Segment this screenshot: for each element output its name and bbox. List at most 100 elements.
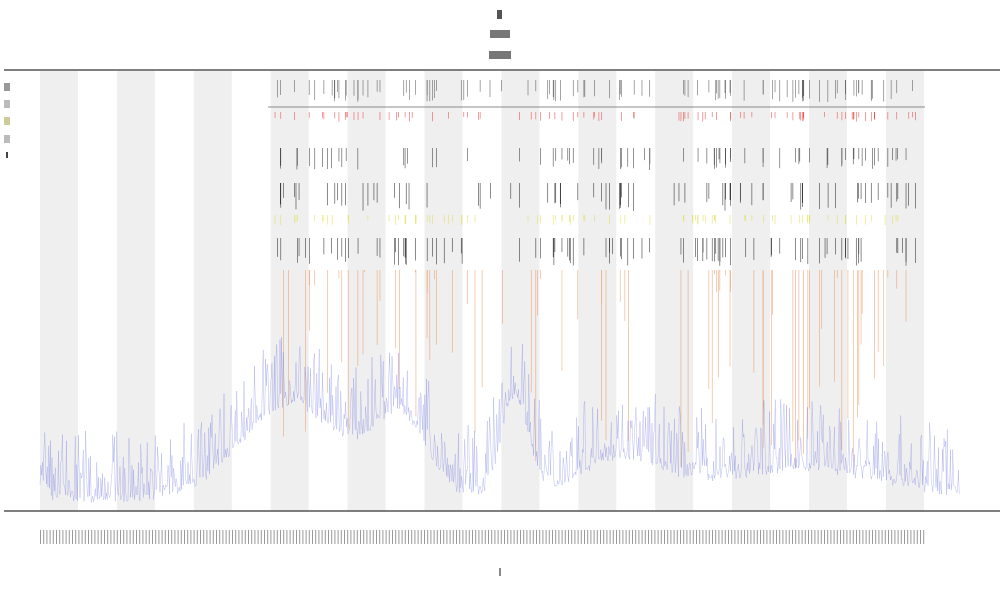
tick-glyph	[478, 530, 480, 544]
tick-glyph	[920, 530, 921, 544]
tick-glyph	[75, 530, 77, 544]
tick-glyph	[72, 530, 73, 544]
tick-glyph	[734, 530, 736, 544]
tick-glyph	[244, 530, 246, 544]
tick-glyph	[116, 530, 118, 544]
tick-glyph	[577, 530, 579, 544]
tick-glyph	[46, 530, 48, 544]
tick-glyph	[680, 530, 681, 544]
tick-glyph	[507, 530, 509, 544]
x-axis-glyph	[499, 568, 501, 576]
tick-glyph	[737, 530, 739, 544]
tick-glyph	[504, 530, 505, 544]
tick-glyph	[340, 530, 342, 544]
feature-tracks	[274, 80, 916, 468]
stripe	[40, 71, 78, 511]
tick-glyph	[904, 530, 905, 544]
tick-glyph	[817, 530, 819, 544]
tick-glyph	[232, 530, 233, 544]
tick-glyph	[696, 530, 697, 544]
tick-glyph	[552, 530, 553, 544]
tick-glyph	[344, 530, 345, 544]
axis-tick-row	[40, 530, 925, 544]
tick-glyph	[379, 530, 381, 544]
tick-glyph	[430, 530, 432, 544]
tick-glyph	[110, 530, 112, 544]
tick-glyph	[56, 530, 57, 544]
tick-glyph	[574, 530, 576, 544]
tick-glyph	[123, 530, 125, 544]
tick-glyph	[596, 530, 598, 544]
tick-glyph	[164, 530, 166, 544]
signal-trace	[39, 337, 961, 503]
tick-glyph	[219, 530, 221, 544]
tick-glyph	[811, 530, 813, 544]
tick-glyph	[804, 530, 806, 544]
tick-glyph	[664, 530, 665, 544]
tick-glyph	[724, 530, 726, 544]
tick-glyph	[820, 530, 822, 544]
tick-glyph	[667, 530, 669, 544]
stripe	[424, 71, 463, 511]
tick-glyph	[158, 530, 160, 544]
tick-glyph	[267, 530, 269, 544]
tick-glyph	[251, 530, 253, 544]
tick-glyph	[104, 530, 105, 544]
tick-glyph	[248, 530, 249, 544]
tick-glyph	[161, 530, 163, 544]
tick-glyph	[424, 530, 425, 544]
stripe	[885, 71, 924, 511]
tick-glyph	[168, 530, 169, 544]
tick-glyph	[878, 530, 880, 544]
tick-glyph	[328, 530, 329, 544]
tick-glyph	[177, 530, 179, 544]
tick-glyph	[62, 530, 64, 544]
tick-glyph	[331, 530, 333, 544]
stripe	[501, 71, 540, 511]
tick-glyph	[155, 530, 157, 544]
tick-glyph	[459, 530, 461, 544]
tick-glyph	[401, 530, 403, 544]
tick-glyph	[468, 530, 470, 544]
tick-glyph	[420, 530, 422, 544]
tick-glyph	[708, 530, 710, 544]
tick-glyph	[145, 530, 147, 544]
tick-glyph	[228, 530, 230, 544]
tick-glyph	[305, 530, 307, 544]
tick-glyph	[372, 530, 374, 544]
tick-glyph	[257, 530, 259, 544]
tick-glyph	[88, 530, 89, 544]
tick-glyph	[619, 530, 621, 544]
tick-glyph	[398, 530, 400, 544]
tick-glyph	[337, 530, 339, 544]
tick-glyph	[756, 530, 758, 544]
tick-glyph	[520, 530, 521, 544]
tick-glyph	[635, 530, 637, 544]
tick-glyph	[516, 530, 518, 544]
tick-glyph	[212, 530, 214, 544]
tick-glyph	[382, 530, 384, 544]
tick-glyph	[792, 530, 793, 544]
tick-glyph	[673, 530, 675, 544]
tick-glyph	[366, 530, 368, 544]
tick-glyph	[584, 530, 585, 544]
tick-glyph	[292, 530, 294, 544]
tick-glyph	[785, 530, 787, 544]
tick-glyph	[795, 530, 797, 544]
tick-glyph	[254, 530, 256, 544]
tick-glyph	[465, 530, 467, 544]
tick-glyph	[443, 530, 445, 544]
legend-glyph	[4, 100, 10, 108]
tick-glyph	[260, 530, 262, 544]
tick-glyph	[590, 530, 592, 544]
tick-glyph	[238, 530, 240, 544]
tick-glyph	[270, 530, 272, 544]
tick-glyph	[798, 530, 800, 544]
tick-glyph	[884, 530, 886, 544]
tick-glyph	[193, 530, 195, 544]
tick-glyph	[283, 530, 285, 544]
tick-glyph	[360, 530, 361, 544]
tick-glyph	[276, 530, 278, 544]
tick-glyph	[472, 530, 473, 544]
tick-glyph	[769, 530, 771, 544]
